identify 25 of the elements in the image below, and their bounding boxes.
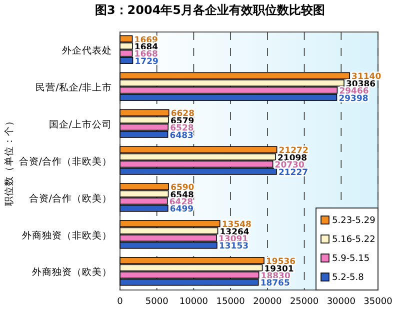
data-label: 1729 bbox=[134, 56, 158, 67]
x-tick-label: 30000 bbox=[326, 297, 356, 307]
data-label: 18765 bbox=[260, 278, 290, 289]
y-tick-label: 外商独资（欧美） bbox=[32, 266, 112, 278]
x-tick-label: 15000 bbox=[216, 297, 246, 307]
x-tick-label: 20000 bbox=[253, 297, 282, 307]
y-tick-label: 外商独资（非欧美） bbox=[22, 229, 112, 242]
x-tick-label: 5000 bbox=[145, 297, 169, 307]
legend-label: 5.9-5.15 bbox=[332, 254, 370, 264]
y-axis-title: 职位数（单位：个） bbox=[3, 116, 15, 206]
x-tick-label: 0 bbox=[117, 297, 124, 307]
data-label: 21227 bbox=[278, 168, 308, 178]
legend-label: 5.16-5.22 bbox=[332, 235, 376, 246]
x-tick-label: 35000 bbox=[364, 297, 393, 307]
legend-label: 5.23-5.29 bbox=[332, 216, 376, 226]
y-tick-label: 民营/私企/非上市 bbox=[36, 81, 112, 94]
y-tick-label: 合资/合作（非欧美） bbox=[18, 155, 112, 168]
y-tick-label: 外企代表处 bbox=[62, 44, 112, 56]
y-tick-label: 国企/上市公司 bbox=[48, 118, 112, 130]
chart-title: 图3：2004年5月各企业有效职位数比较图 bbox=[94, 3, 326, 17]
x-tick-label: 25000 bbox=[290, 297, 319, 307]
x-tick-label: 10000 bbox=[179, 297, 208, 307]
data-label: 6483 bbox=[170, 130, 194, 141]
legend-label: 5.2-5.8 bbox=[332, 273, 364, 284]
y-tick-label: 合资/合作（欧美） bbox=[28, 192, 112, 204]
